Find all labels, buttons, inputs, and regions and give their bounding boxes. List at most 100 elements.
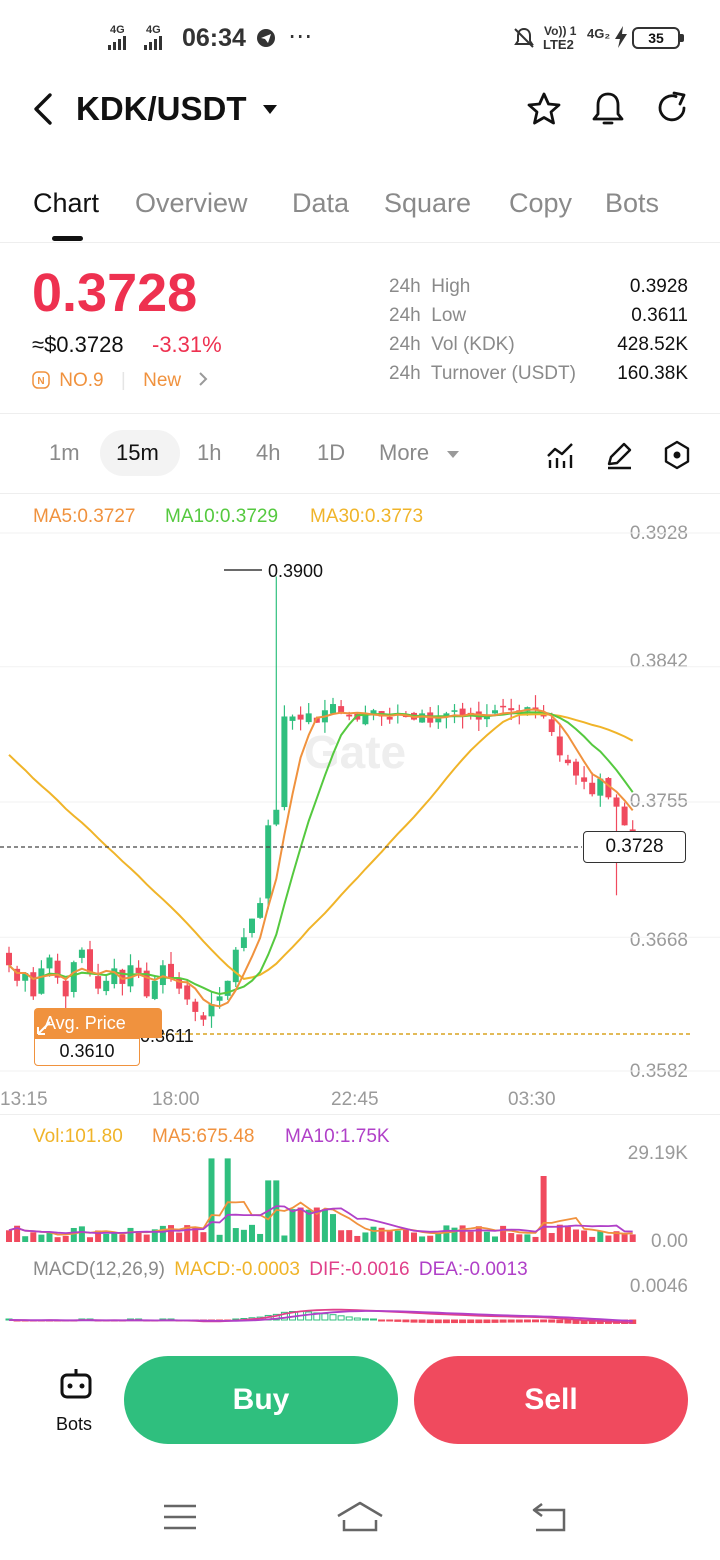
draw-pencil-icon[interactable] bbox=[604, 440, 634, 470]
macd-bar bbox=[426, 1319, 434, 1324]
divider bbox=[0, 242, 720, 243]
candle-body bbox=[581, 777, 588, 782]
dropdown-caret-icon[interactable] bbox=[262, 104, 278, 116]
volume-bar bbox=[532, 1236, 539, 1242]
star-icon[interactable] bbox=[526, 91, 562, 127]
candle-body bbox=[265, 825, 272, 899]
stat-label-low: 24h Low bbox=[389, 305, 467, 326]
volume-bar bbox=[467, 1231, 474, 1242]
back-nav-icon[interactable] bbox=[530, 1500, 568, 1534]
tab-copy[interactable]: Copy bbox=[509, 188, 573, 218]
interval-15m[interactable]: 15m bbox=[116, 440, 159, 465]
volume-bar bbox=[224, 1158, 231, 1242]
volume-chart[interactable] bbox=[0, 1150, 650, 1245]
macd-chart[interactable] bbox=[0, 1286, 660, 1324]
candle-body bbox=[297, 714, 304, 720]
current-price-tag: 0.3728 bbox=[583, 831, 686, 863]
interval-more[interactable]: More bbox=[379, 440, 430, 465]
volume-bar bbox=[419, 1236, 426, 1242]
settings-hexagon-icon[interactable] bbox=[661, 439, 693, 471]
volume-bar bbox=[378, 1227, 385, 1242]
rank-badge[interactable]: N NO.9 | New bbox=[32, 370, 208, 392]
telegram-icon bbox=[257, 29, 275, 47]
candle-body bbox=[70, 962, 77, 992]
volume-bar bbox=[524, 1234, 531, 1242]
volume-bar bbox=[305, 1209, 312, 1242]
macd-title: MACD(12,26,9) bbox=[33, 1259, 165, 1280]
header: KDK/USDT bbox=[0, 76, 720, 146]
candle-body bbox=[313, 717, 320, 723]
macd-bar bbox=[515, 1319, 523, 1323]
dropdown-caret-icon[interactable] bbox=[446, 450, 460, 460]
candle-body bbox=[419, 713, 426, 723]
interval-4h[interactable]: 4h bbox=[256, 440, 281, 465]
bots-button[interactable]: Bots bbox=[44, 1362, 108, 1442]
refresh-icon[interactable] bbox=[654, 90, 690, 126]
volume-bar bbox=[435, 1232, 442, 1242]
macd-bar bbox=[394, 1319, 402, 1322]
candle-body bbox=[613, 797, 620, 807]
candle-body bbox=[346, 714, 353, 717]
volume-bar bbox=[127, 1227, 134, 1242]
volume-bar bbox=[30, 1232, 37, 1242]
interval-1m[interactable]: 1m bbox=[49, 440, 80, 465]
stat-value-turnover: 160.38K bbox=[617, 363, 688, 384]
volume-bar bbox=[111, 1233, 118, 1242]
bell-icon[interactable] bbox=[590, 90, 626, 128]
home-icon[interactable] bbox=[336, 1500, 384, 1534]
volume-bar bbox=[38, 1234, 45, 1242]
macd-bar bbox=[467, 1319, 475, 1324]
candle-body bbox=[564, 759, 571, 764]
tab-square[interactable]: Square bbox=[384, 188, 472, 218]
macd-bar bbox=[459, 1319, 467, 1324]
chevron-right-icon bbox=[199, 372, 208, 386]
candle-body bbox=[38, 968, 45, 994]
stat-label-turnover: 24h Turnover (USDT) bbox=[389, 363, 576, 384]
volume-bar bbox=[516, 1234, 523, 1242]
rank-label: NO.9 bbox=[59, 370, 104, 391]
pair-title[interactable]: KDK/USDT bbox=[76, 90, 247, 127]
macd-bar bbox=[475, 1319, 483, 1324]
macd-legend: MACD(12,26,9) MACD:-0.0003 DIF:-0.0016 D… bbox=[33, 1259, 528, 1281]
buy-button[interactable]: Buy bbox=[124, 1356, 398, 1444]
interval-1h[interactable]: 1h bbox=[197, 440, 222, 465]
candle-body bbox=[14, 968, 21, 981]
sell-button[interactable]: Sell bbox=[414, 1356, 688, 1444]
macd-bar bbox=[523, 1319, 531, 1323]
volume-bar bbox=[14, 1225, 21, 1242]
macd-bar bbox=[329, 1314, 337, 1321]
candle-body bbox=[62, 980, 69, 997]
avg-price-badge[interactable]: Avg. Price 0.3610 bbox=[24, 1008, 162, 1066]
macd-dif: DIF:-0.0016 bbox=[309, 1259, 410, 1280]
menu-icon[interactable] bbox=[162, 1502, 198, 1532]
divider bbox=[0, 413, 720, 414]
volume-bar bbox=[54, 1237, 61, 1242]
tab-chart[interactable]: Chart bbox=[33, 188, 100, 218]
charging-icon bbox=[615, 26, 627, 48]
volume-bar bbox=[402, 1229, 409, 1242]
indicator-icon[interactable] bbox=[545, 440, 575, 470]
candle-body bbox=[87, 949, 93, 974]
macd-bar bbox=[556, 1319, 564, 1324]
candle-body bbox=[176, 978, 183, 989]
volume-bar bbox=[354, 1235, 361, 1242]
volume-bar bbox=[621, 1233, 628, 1242]
macd-bar bbox=[548, 1319, 556, 1323]
volume-bar bbox=[143, 1234, 150, 1242]
volume-bar bbox=[475, 1226, 482, 1242]
volume-bar bbox=[540, 1176, 547, 1242]
volume-bar bbox=[573, 1229, 579, 1242]
macd-dea: DEA:-0.0013 bbox=[418, 1259, 528, 1280]
interval-1d[interactable]: 1D bbox=[317, 440, 346, 465]
tab-overview[interactable]: Overview bbox=[135, 188, 248, 218]
tab-bots[interactable]: Bots bbox=[605, 188, 660, 218]
candlestick-chart[interactable]: Gate 0.3900 0.3611 bbox=[0, 500, 720, 1120]
volume-axis-label: 29.19K bbox=[627, 1143, 688, 1164]
tab-data[interactable]: Data bbox=[292, 188, 350, 218]
volume-bar bbox=[483, 1231, 490, 1242]
ma30-legend: MA30:0.3773 bbox=[310, 506, 424, 527]
volume-bar bbox=[168, 1225, 174, 1242]
volume-bar bbox=[492, 1236, 498, 1242]
back-arrow-icon[interactable] bbox=[30, 92, 56, 126]
more-notifications-icon: ⋯ bbox=[288, 23, 312, 50]
